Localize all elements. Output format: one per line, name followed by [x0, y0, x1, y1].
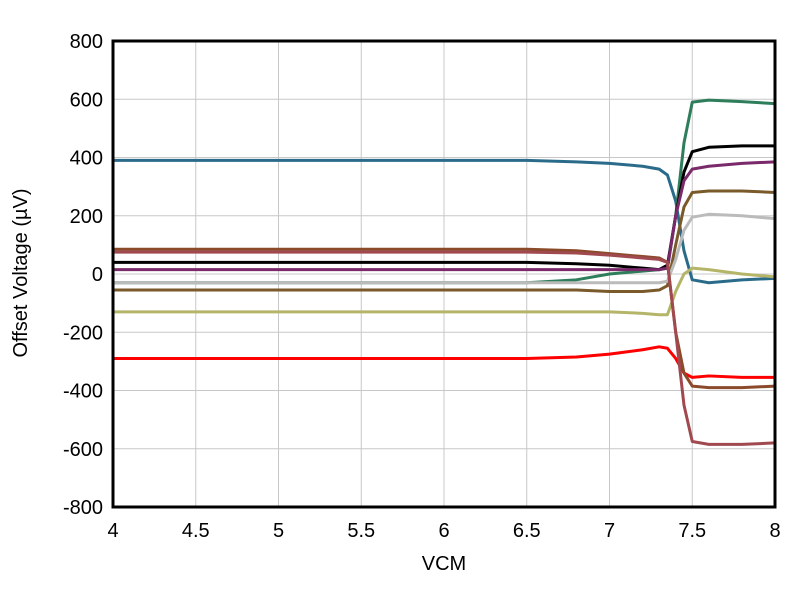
- y-tick-label: -600: [63, 439, 103, 461]
- x-tick-label: 5.5: [347, 520, 375, 542]
- x-tick-label: 7: [604, 520, 615, 542]
- y-tick-label: 400: [70, 148, 103, 170]
- x-axis-label: VCM: [422, 553, 466, 575]
- x-tick-label: 5: [273, 520, 284, 542]
- y-tick-label: 600: [70, 89, 103, 111]
- x-tick-label: 7.5: [678, 520, 706, 542]
- y-tick-label: 800: [70, 31, 103, 53]
- y-tick-label: 0: [92, 264, 103, 286]
- data-line: [113, 250, 776, 446]
- x-tick-label: 4.5: [182, 520, 210, 542]
- data-line: [113, 160, 776, 272]
- x-tick-label: 8: [769, 520, 780, 542]
- y-tick-label: -800: [63, 497, 103, 519]
- data-line: [113, 158, 776, 285]
- x-tick-label: 6: [438, 520, 449, 542]
- y-tick-label: 200: [70, 206, 103, 228]
- y-axis-label: Offset Voltage (µV): [10, 188, 32, 357]
- data-line: [113, 266, 776, 317]
- data-line: [113, 189, 776, 293]
- x-tick-label: 4: [107, 520, 118, 542]
- y-tick-label: -200: [63, 322, 103, 344]
- data-line: [113, 345, 775, 379]
- x-tick-label: 6.5: [513, 520, 541, 542]
- data-line: [113, 212, 776, 285]
- plot-frame: [111, 39, 777, 509]
- y-tick-label: -400: [63, 381, 103, 403]
